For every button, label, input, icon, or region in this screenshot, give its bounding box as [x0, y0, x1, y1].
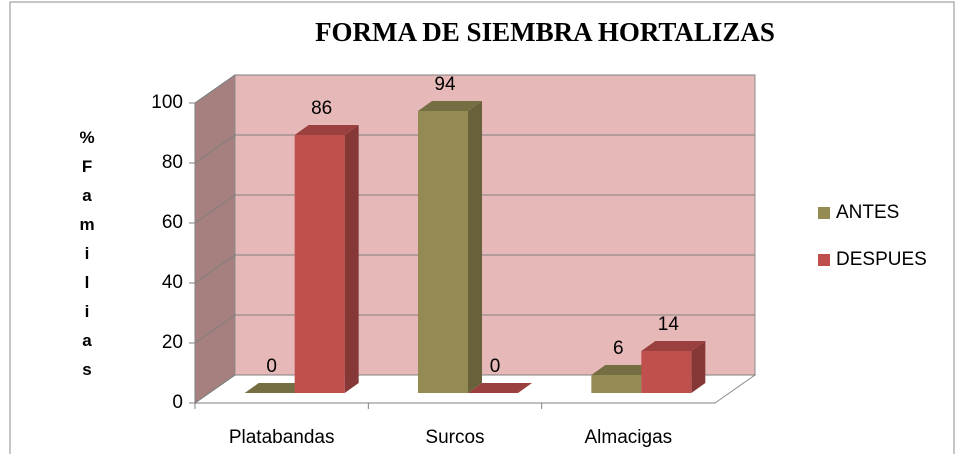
- bar: [418, 111, 468, 393]
- y-tick-label: 40: [162, 272, 183, 293]
- bar: [294, 135, 345, 393]
- y-tick-label: 100: [151, 92, 183, 113]
- left-wall: [194, 74, 236, 404]
- bar-top: [641, 341, 706, 351]
- bar-top: [468, 383, 532, 393]
- bar-top: [294, 125, 359, 135]
- bar: [641, 351, 692, 393]
- bar-top: [418, 101, 482, 111]
- y-tick-label: 80: [162, 152, 183, 173]
- data-label: 6: [613, 338, 624, 359]
- y-axis-label: %Familias: [78, 128, 97, 389]
- y-tick-label: 20: [162, 332, 183, 353]
- bar-side: [468, 101, 482, 393]
- grid-line: [194, 74, 236, 104]
- grid-line: [194, 194, 236, 224]
- legend-swatch: [818, 207, 830, 219]
- chart-border: [9, 1, 955, 454]
- bar-top: [591, 365, 656, 375]
- x-tick-label: Almacigas: [585, 427, 673, 448]
- bar: [591, 375, 642, 393]
- bar-top: [244, 383, 309, 393]
- data-label: 0: [490, 356, 501, 377]
- grid-line: [194, 134, 236, 164]
- grid-line: [194, 254, 236, 284]
- chart-title: FORMA DE SIEMBRA HORTALIZAS: [315, 17, 775, 47]
- x-tick-label: Platabandas: [229, 427, 335, 448]
- grid-line: [194, 314, 236, 344]
- data-label: 0: [266, 356, 277, 377]
- x-tick-label: Surcos: [425, 427, 484, 448]
- data-label: 14: [658, 314, 680, 335]
- y-tick-label: 0: [172, 392, 183, 413]
- legend-label: ANTES: [836, 202, 899, 223]
- legend-swatch: [818, 254, 830, 266]
- bar-side: [691, 341, 706, 393]
- y-tick-label: 60: [162, 212, 183, 233]
- grid-line: [194, 374, 236, 404]
- legend-label: DESPUES: [836, 249, 927, 270]
- bar-side: [344, 125, 359, 393]
- data-label: 94: [434, 74, 456, 95]
- data-label: 86: [311, 98, 332, 119]
